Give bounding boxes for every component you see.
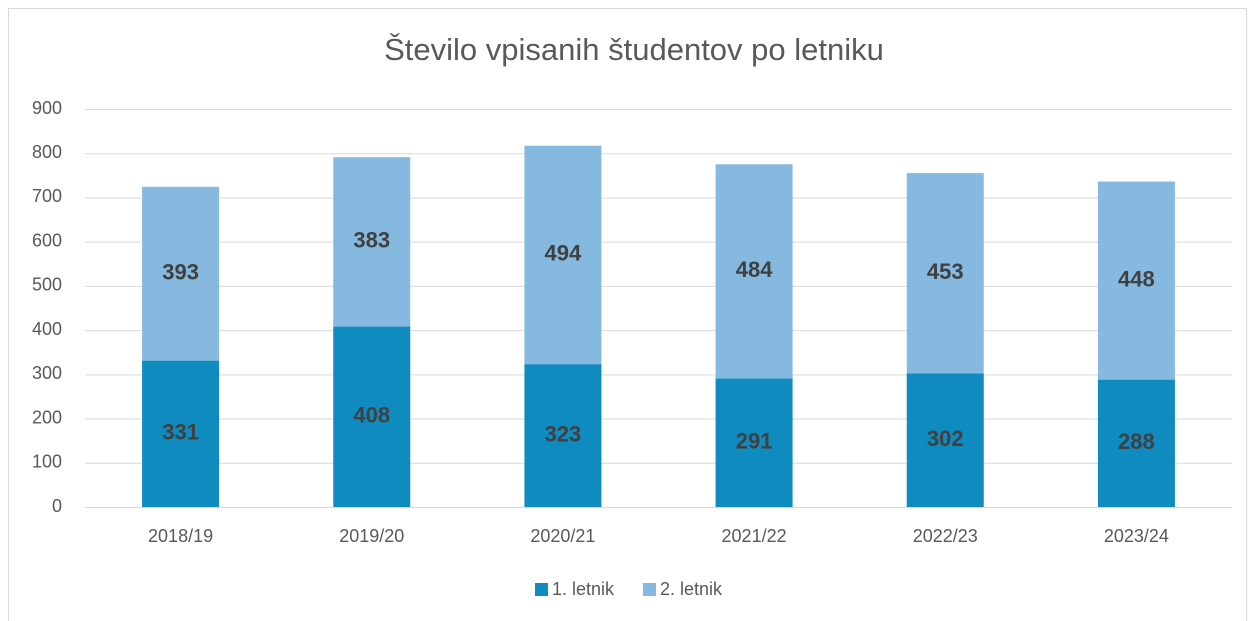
bar-segment bbox=[142, 186, 220, 361]
x-tick-label: 2022/23 bbox=[913, 526, 978, 546]
legend-label: 1. letnik bbox=[552, 579, 615, 599]
y-tick-label: 600 bbox=[32, 230, 62, 250]
data-label: 494 bbox=[545, 241, 582, 266]
data-label: 484 bbox=[736, 257, 773, 282]
x-tick-label: 2020/21 bbox=[530, 526, 595, 546]
x-tick-label: 2019/20 bbox=[339, 526, 404, 546]
y-tick-label: 500 bbox=[32, 275, 62, 295]
y-tick-label: 800 bbox=[32, 142, 62, 162]
data-label: 331 bbox=[162, 420, 199, 445]
bar-segment bbox=[333, 157, 411, 327]
y-tick-label: 900 bbox=[32, 98, 62, 118]
bar-segment bbox=[715, 378, 793, 507]
legend-swatch bbox=[535, 583, 548, 596]
y-tick-label: 100 bbox=[32, 452, 62, 472]
data-label: 453 bbox=[927, 259, 964, 284]
data-label: 408 bbox=[353, 403, 390, 428]
bar-segment bbox=[1097, 181, 1175, 380]
bar-segment bbox=[906, 373, 984, 507]
data-label: 288 bbox=[1118, 429, 1155, 454]
x-tick-label: 2018/19 bbox=[148, 526, 213, 546]
y-tick-label: 200 bbox=[32, 407, 62, 427]
x-tick-label: 2023/24 bbox=[1104, 526, 1169, 546]
chart-title: Število vpisanih študentov po letniku bbox=[384, 32, 884, 67]
data-label: 302 bbox=[927, 426, 964, 451]
bar-segment bbox=[715, 164, 793, 379]
y-tick-label: 700 bbox=[32, 186, 62, 206]
legend-label: 2. letnik bbox=[660, 579, 723, 599]
y-tick-label: 0 bbox=[52, 496, 62, 516]
data-label: 291 bbox=[736, 428, 773, 453]
data-label: 383 bbox=[353, 228, 390, 253]
y-tick-label: 400 bbox=[32, 319, 62, 339]
bar-segment bbox=[906, 173, 984, 374]
bar-segment bbox=[142, 360, 220, 507]
bar-segment bbox=[1097, 379, 1175, 507]
bar-segment bbox=[524, 145, 602, 365]
data-label: 393 bbox=[162, 260, 199, 285]
x-tick-label: 2021/22 bbox=[722, 526, 787, 546]
legend-swatch bbox=[643, 583, 656, 596]
data-label: 323 bbox=[545, 421, 582, 446]
y-tick-label: 300 bbox=[32, 363, 62, 383]
bar-segment bbox=[333, 326, 411, 507]
data-label: 448 bbox=[1118, 266, 1155, 291]
bar-segment bbox=[524, 364, 602, 507]
